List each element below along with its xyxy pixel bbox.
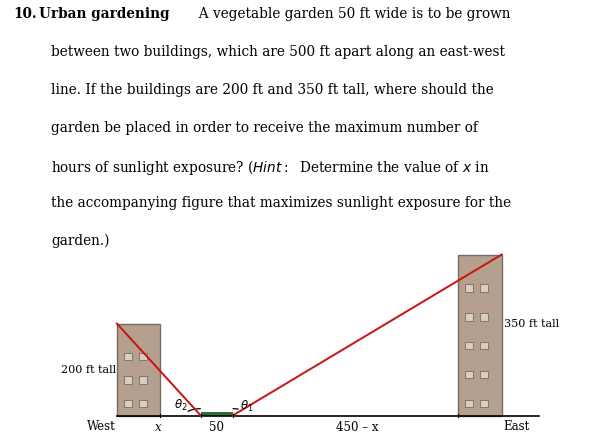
Text: 50: 50 <box>209 420 224 434</box>
Bar <box>124 377 132 384</box>
Text: 10.: 10. <box>14 8 37 21</box>
Text: garden.): garden.) <box>52 234 110 248</box>
Bar <box>139 400 147 408</box>
Bar <box>458 255 502 416</box>
Text: 200 ft tall: 200 ft tall <box>60 365 116 374</box>
Text: 350 ft tall: 350 ft tall <box>504 319 558 329</box>
Text: line. If the buildings are 200 ft and 350 ft tall, where should the: line. If the buildings are 200 ft and 35… <box>52 83 494 97</box>
Bar <box>480 371 488 378</box>
Bar <box>124 353 132 360</box>
Text: hours of sunlight exposure? ($\it{Hint:}$  Determine the value of $x$ in: hours of sunlight exposure? ($\it{Hint:}… <box>52 159 490 177</box>
Bar <box>466 371 474 378</box>
Text: 450 – x: 450 – x <box>336 420 378 434</box>
Text: between two buildings, which are 500 ft apart along an east-west: between two buildings, which are 500 ft … <box>52 45 506 59</box>
Bar <box>139 377 147 384</box>
Bar <box>466 400 474 408</box>
Text: the accompanying figure that maximizes sunlight exposure for the: the accompanying figure that maximizes s… <box>52 196 512 210</box>
Text: $\theta_2$: $\theta_2$ <box>173 398 188 413</box>
Bar <box>480 313 488 321</box>
Text: $\theta_1$: $\theta_1$ <box>240 399 254 414</box>
Bar <box>139 353 147 360</box>
Text: A vegetable garden 50 ft wide is to be grown: A vegetable garden 50 ft wide is to be g… <box>190 8 510 21</box>
Text: East: East <box>504 420 530 432</box>
Text: x: x <box>155 420 162 434</box>
Text: garden be placed in order to receive the maximum number of: garden be placed in order to receive the… <box>52 120 478 135</box>
Bar <box>466 284 474 291</box>
Bar <box>124 400 132 408</box>
Bar <box>466 313 474 321</box>
Bar <box>117 323 161 416</box>
Text: West: West <box>87 420 116 432</box>
Bar <box>480 400 488 408</box>
Bar <box>466 342 474 350</box>
Bar <box>200 412 232 416</box>
Text: Urban gardening: Urban gardening <box>39 8 170 21</box>
Bar <box>480 342 488 350</box>
Bar <box>480 284 488 291</box>
